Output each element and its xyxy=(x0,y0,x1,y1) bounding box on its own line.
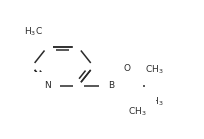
Text: $\mathregular{CH_3}$: $\mathregular{CH_3}$ xyxy=(145,63,164,76)
Text: O: O xyxy=(123,99,131,108)
Text: $\mathregular{CH_3}$: $\mathregular{CH_3}$ xyxy=(145,56,164,68)
Text: $\mathregular{CH_3}$: $\mathregular{CH_3}$ xyxy=(145,96,164,108)
Text: B: B xyxy=(108,81,114,90)
Text: N: N xyxy=(44,81,51,90)
Text: $\mathregular{H_3C}$: $\mathregular{H_3C}$ xyxy=(24,25,43,38)
Text: $\mathregular{CH_3}$: $\mathregular{CH_3}$ xyxy=(128,106,147,118)
Text: O: O xyxy=(123,64,131,73)
